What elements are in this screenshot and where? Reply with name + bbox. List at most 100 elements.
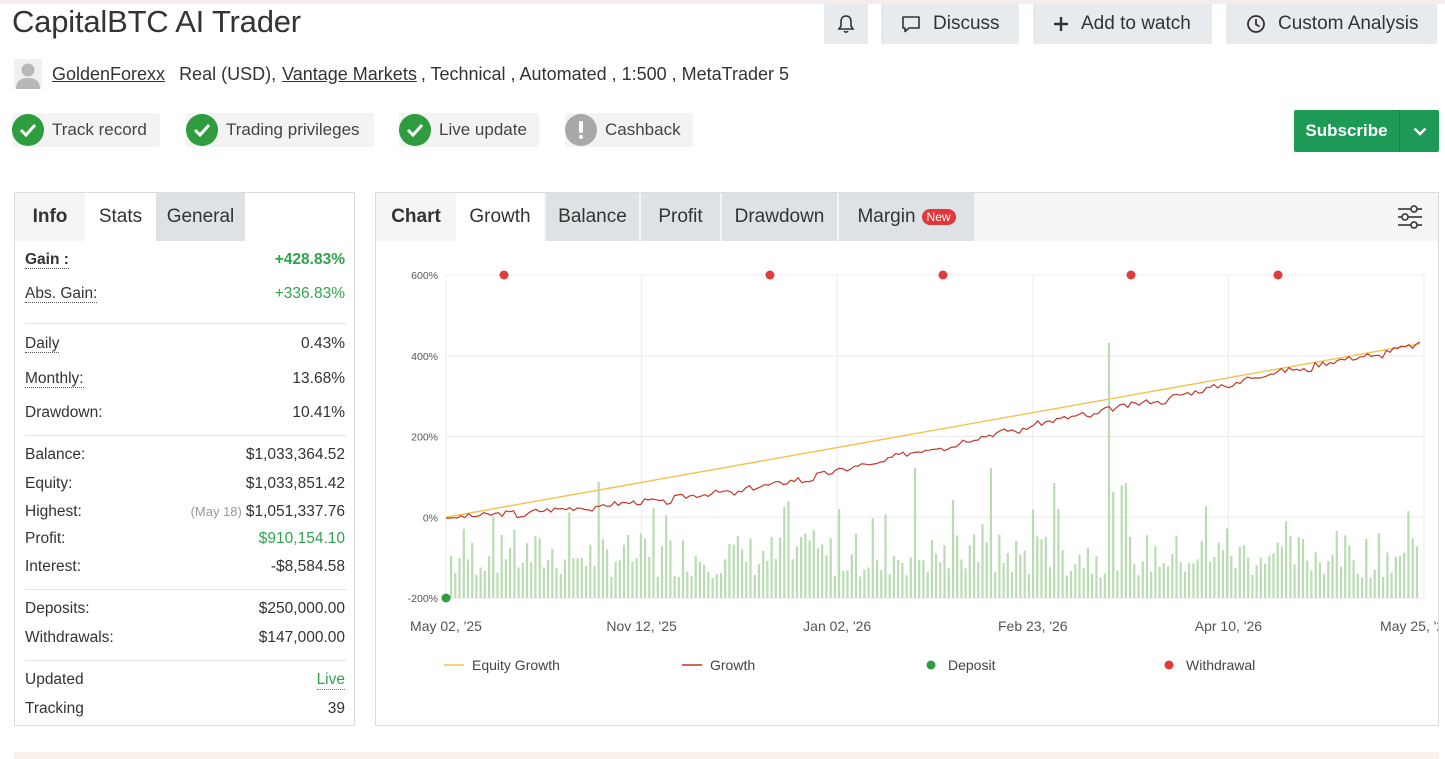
x-tick-label: Apr 10, '26	[1195, 618, 1262, 634]
volume-bar	[1377, 533, 1380, 598]
stat-highest: Highest: (May 18) $1,051,337.76	[25, 503, 345, 521]
bell-icon	[837, 15, 855, 34]
volume-bar	[732, 544, 735, 598]
volume-bar	[1398, 555, 1402, 598]
discuss-label: Discuss	[933, 13, 1000, 34]
legend-deposit-swatch	[926, 660, 936, 670]
custom-analysis-button[interactable]: Custom Analysis	[1226, 4, 1437, 44]
chart-tabs: Chart Growth Balance Profit Drawdown Mar…	[376, 193, 976, 241]
tab-general[interactable]: General	[156, 193, 245, 241]
volume-bar	[1285, 521, 1288, 598]
volume-bar	[968, 545, 971, 598]
badge-label: Trading privileges	[226, 120, 360, 139]
volume-bar	[1403, 552, 1406, 598]
stat-label[interactable]: Daily	[25, 335, 60, 353]
volume-bar	[555, 567, 558, 598]
volume-bar	[812, 530, 815, 598]
volume-bar	[559, 573, 562, 598]
volume-bar	[1010, 572, 1014, 598]
stat-date: (May 18)	[190, 504, 242, 519]
volume-bar	[521, 563, 524, 598]
volume-bar	[1301, 539, 1305, 598]
withdrawal-marker[interactable]	[499, 270, 509, 280]
tab-info[interactable]: Info	[15, 193, 85, 241]
volume-bar	[762, 551, 765, 598]
stat-interest: Interest: -$8,584.58	[25, 558, 345, 576]
stat-label[interactable]: Monthly:	[25, 370, 84, 388]
volume-bar	[1040, 539, 1043, 598]
withdrawal-marker[interactable]	[765, 270, 775, 280]
volume-bar	[985, 542, 988, 598]
volume-bar	[542, 567, 545, 598]
volume-bar	[1289, 536, 1292, 598]
volume-bar	[1002, 563, 1005, 598]
legend-label[interactable]: Deposit	[948, 657, 996, 673]
volume-bar	[504, 559, 507, 598]
growth-chart[interactable]: 600% 400% 200% 0% -200% May 02, '25 Nov 12, '2…	[376, 241, 1438, 725]
badge-trading-privileges[interactable]: Trading privileges	[186, 113, 374, 147]
volume-bar	[1221, 550, 1224, 598]
tab-balance[interactable]: Balance	[546, 193, 639, 241]
legend-label[interactable]: Equity Growth	[472, 657, 560, 673]
volume-bar	[749, 538, 752, 598]
volume-bar	[1158, 567, 1161, 598]
tab-profit[interactable]: Profit	[641, 193, 720, 241]
volume-bar	[1078, 554, 1081, 598]
legend-label[interactable]: Withdrawal	[1186, 657, 1255, 673]
legend-label[interactable]: Growth	[710, 657, 755, 673]
volume-bar	[719, 573, 723, 598]
x-tick-label: May 25, '26	[1380, 618, 1438, 634]
volume-bar	[1167, 566, 1170, 598]
volume-bar	[682, 540, 685, 598]
volume-bar	[1407, 511, 1410, 598]
volume-bar	[1200, 541, 1203, 598]
settings-sliders-icon[interactable]	[1396, 203, 1424, 231]
withdrawal-marker[interactable]	[938, 270, 948, 280]
divider	[25, 323, 347, 324]
volume-bar	[897, 559, 900, 598]
withdrawal-marker[interactable]	[1273, 270, 1283, 280]
subscribe-dropdown[interactable]	[1400, 127, 1439, 136]
stat-value[interactable]: Live	[316, 671, 345, 690]
volume-bar	[1116, 570, 1119, 598]
stat-drawdown: Drawdown: 10.41%	[25, 404, 345, 422]
volume-bar	[1032, 509, 1035, 598]
badge-live-update[interactable]: Live update	[399, 113, 539, 147]
volume-bar	[1023, 550, 1026, 598]
volume-bar	[656, 576, 659, 598]
volume-bar	[673, 576, 676, 598]
y-tick-label: 200%	[411, 432, 438, 444]
volume-bar	[1107, 343, 1111, 598]
author-link[interactable]: GoldenForexx	[52, 63, 166, 84]
tab-stats[interactable]: Stats	[85, 193, 156, 241]
stat-label[interactable]: Gain :	[25, 251, 69, 269]
volume-bar	[488, 556, 491, 598]
badge-track-record[interactable]: Track record	[12, 113, 160, 147]
page-title: CapitalBTC AI Trader	[12, 4, 301, 39]
volume-bar	[757, 564, 761, 598]
badge-cashback[interactable]: Cashback	[565, 113, 693, 147]
subscribe-button[interactable]: Subscribe	[1294, 110, 1439, 152]
plus-icon	[1054, 17, 1068, 31]
tab-chart[interactable]: Chart	[376, 193, 456, 241]
add-to-watch-button[interactable]: Add to watch	[1033, 4, 1212, 44]
stat-label[interactable]: Abs. Gain:	[25, 285, 98, 303]
volume-bar	[1348, 545, 1351, 598]
volume-bar	[833, 575, 836, 598]
volume-bar	[538, 538, 541, 598]
deposit-marker[interactable]	[441, 593, 451, 603]
discuss-button[interactable]: Discuss	[881, 4, 1019, 44]
tab-growth[interactable]: Growth	[456, 193, 544, 241]
withdrawal-marker[interactable]	[1126, 270, 1136, 280]
notify-button[interactable]	[824, 4, 868, 44]
tab-drawdown[interactable]: Drawdown	[722, 193, 837, 241]
volume-bar	[652, 508, 655, 598]
volume-bar	[458, 558, 461, 598]
stat-gain: Gain : +428.83%	[25, 251, 345, 269]
stat-daily: Daily 0.43%	[25, 335, 345, 353]
tab-margin[interactable]: Margin New	[839, 193, 974, 241]
broker-link[interactable]: Vantage Markets	[282, 63, 417, 84]
volume-bar	[1268, 555, 1271, 598]
volume-bar	[1154, 546, 1157, 598]
volume-bar	[1196, 559, 1199, 598]
